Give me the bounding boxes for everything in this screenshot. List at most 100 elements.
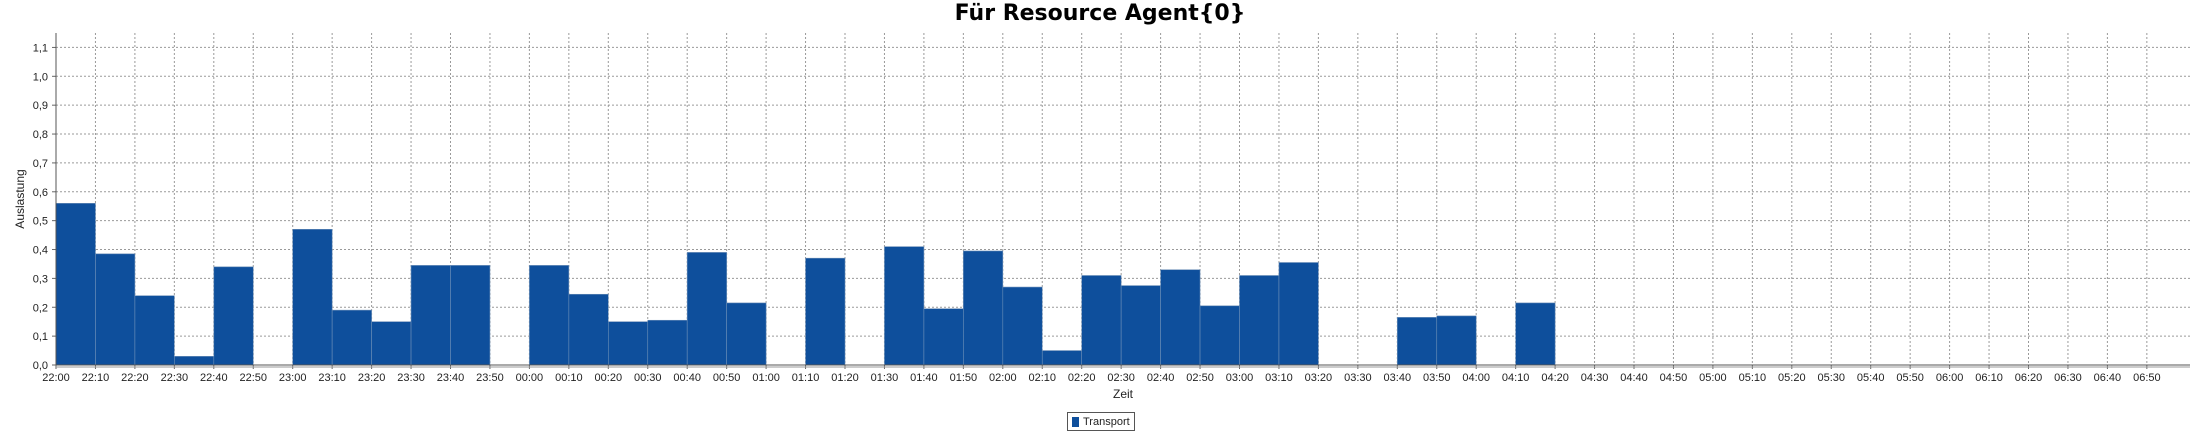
x-tick-label: 06:00 <box>1936 372 1964 384</box>
bar <box>1160 269 1201 366</box>
bar <box>450 265 491 366</box>
x-tick-label: 22:20 <box>121 372 149 384</box>
bar <box>292 229 333 366</box>
bar <box>1239 275 1280 366</box>
x-tick-label: 00:20 <box>595 372 623 384</box>
x-tick-label: 06:30 <box>2054 372 2082 384</box>
x-tick-label: 04:00 <box>1462 372 1490 384</box>
y-tick-labels: 0,0 0,1 0,2 0,3 0,4 0,5 0,6 0,7 0,8 0,9 1,0 1,1 <box>33 42 48 372</box>
x-tick-label: 03:30 <box>1344 372 1372 384</box>
legend-swatch-transport <box>1072 416 1079 427</box>
y-tick-label: 1,0 <box>33 71 48 83</box>
bar <box>55 203 96 366</box>
axes <box>52 33 2190 369</box>
bars <box>55 203 1556 366</box>
bar <box>1515 302 1556 366</box>
y-tick-label: 0,7 <box>33 158 48 170</box>
x-tick-label: 23:50 <box>476 372 504 384</box>
bar <box>529 265 570 366</box>
y-tick-label: 0,9 <box>33 100 48 112</box>
bar <box>134 295 175 366</box>
bar <box>884 246 925 366</box>
x-tick-label: 04:20 <box>1541 372 1569 384</box>
x-tick-label: 05:40 <box>1857 372 1885 384</box>
x-tick-label: 04:40 <box>1620 372 1648 384</box>
x-tick-label: 00:30 <box>634 372 662 384</box>
bar <box>213 266 254 366</box>
bar <box>1199 305 1240 366</box>
x-tick-label: 22:00 <box>42 372 70 384</box>
x-tick-label: 06:50 <box>2133 372 2161 384</box>
x-tick-label: 00:10 <box>555 372 583 384</box>
x-tick-label: 06:10 <box>1975 372 2003 384</box>
x-tick-label: 23:10 <box>318 372 346 384</box>
y-tick-label: 0,5 <box>33 216 48 228</box>
bar <box>568 293 609 366</box>
bar <box>923 308 964 366</box>
x-tick-label: 01:50 <box>950 372 978 384</box>
x-tick-label: 06:20 <box>2015 372 2043 384</box>
x-tick-label: 02:50 <box>1186 372 1214 384</box>
x-tick-label: 00:00 <box>516 372 544 384</box>
bar <box>686 252 727 366</box>
bar <box>647 319 688 366</box>
x-tick-label: 22:50 <box>239 372 267 384</box>
bar <box>1278 262 1319 366</box>
x-tick-label: 01:20 <box>831 372 859 384</box>
y-tick-label: 0,8 <box>33 129 48 141</box>
x-tick-label: 01:30 <box>871 372 899 384</box>
bar <box>607 321 649 366</box>
bar <box>963 250 1004 366</box>
x-tick-label: 05:30 <box>1817 372 1845 384</box>
bar <box>410 265 451 366</box>
x-tick-label: 23:30 <box>397 372 425 384</box>
bar <box>726 302 767 366</box>
x-tick-label: 03:10 <box>1265 372 1293 384</box>
bar <box>371 321 412 366</box>
x-tick-label: 23:00 <box>279 372 307 384</box>
x-tick-label: 06:40 <box>2094 372 2122 384</box>
x-tick-label: 03:40 <box>1384 372 1412 384</box>
x-tick-label: 03:00 <box>1226 372 1254 384</box>
x-tick-label: 05:00 <box>1699 372 1727 384</box>
x-tick-label: 05:10 <box>1739 372 1767 384</box>
x-tick-label: 02:00 <box>989 372 1017 384</box>
x-tick-label: 03:20 <box>1305 372 1333 384</box>
y-tick-label: 0,0 <box>33 360 48 372</box>
x-tick-label: 23:20 <box>358 372 386 384</box>
x-tick-label: 04:50 <box>1660 372 1688 384</box>
bar <box>331 309 372 366</box>
x-tick-label: 02:40 <box>1147 372 1175 384</box>
x-tick-label: 23:40 <box>437 372 465 384</box>
y-tick-label: 0,6 <box>33 187 48 199</box>
bar <box>1081 275 1122 366</box>
bar <box>1397 317 1438 366</box>
x-tick-label: 02:10 <box>1028 372 1056 384</box>
x-tick-label: 03:50 <box>1423 372 1451 384</box>
bar <box>95 253 136 366</box>
y-tick-label: 0,4 <box>33 245 48 257</box>
bar <box>174 356 215 366</box>
bar <box>805 257 846 366</box>
x-tick-label: 02:30 <box>1107 372 1135 384</box>
x-tick-label: 04:10 <box>1502 372 1530 384</box>
x-tick-labels: 22:00 22:10 22:20 22:30 22:40 22:50 23:00 23:10… <box>42 372 2160 384</box>
legend: Transport <box>1067 412 1135 431</box>
y-tick-label: 0,2 <box>33 302 48 314</box>
y-tick-label: 0,3 <box>33 273 48 285</box>
y-tick-label: 0,1 <box>33 331 48 343</box>
y-axis-label: Auslastung <box>13 169 27 228</box>
bar <box>1120 285 1161 366</box>
x-axis-label: Zeit <box>1113 387 1134 401</box>
x-tick-label: 05:50 <box>1896 372 1924 384</box>
legend-label-transport: Transport <box>1083 415 1130 428</box>
x-tick-label: 02:20 <box>1068 372 1096 384</box>
x-tick-label: 05:20 <box>1778 372 1806 384</box>
x-tick-label: 22:30 <box>161 372 189 384</box>
x-tick-label: 04:30 <box>1581 372 1609 384</box>
x-tick-label: 01:40 <box>910 372 938 384</box>
x-tick-label: 01:00 <box>752 372 780 384</box>
x-tick-label: 00:40 <box>673 372 701 384</box>
x-tick-label: 00:50 <box>713 372 741 384</box>
